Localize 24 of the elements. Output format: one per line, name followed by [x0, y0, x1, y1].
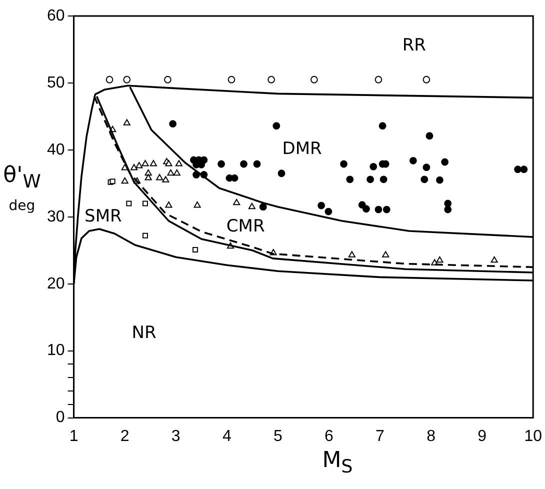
x-tick-label: 2 — [120, 428, 130, 445]
x-axis-title: M$_{S}$ — [321, 448, 354, 478]
annotation: CMR — [226, 216, 265, 236]
y-tick-label: 60 — [47, 7, 65, 24]
x-tick-label: 9 — [478, 428, 487, 445]
y-tick-label: 20 — [47, 275, 65, 292]
y-tick-label: 10 — [47, 342, 65, 360]
y-tick-label: 0 — [56, 409, 65, 426]
x-tick-label: 4 — [222, 428, 232, 445]
y-axis-title: θ'$_{W}$ deg — [2, 163, 42, 216]
x-tick-label: 8 — [426, 428, 436, 445]
annotation: RR — [402, 36, 426, 56]
x-tick-label: 10 — [524, 428, 542, 445]
y-tick-label: 50 — [47, 74, 65, 92]
y-tick-label: 40 — [47, 141, 65, 158]
x-tick-label: 3 — [171, 428, 180, 445]
x-tick-label: 1 — [69, 428, 78, 445]
x-tick-label: 7 — [376, 428, 385, 445]
annotation: SMR — [84, 206, 122, 226]
x-tick-label: 5 — [273, 428, 282, 445]
annotation: DMR — [282, 138, 322, 159]
annotation: NR — [132, 322, 157, 343]
x-tick-label: 6 — [324, 428, 334, 445]
y-tick-label: 30 — [47, 208, 65, 226]
